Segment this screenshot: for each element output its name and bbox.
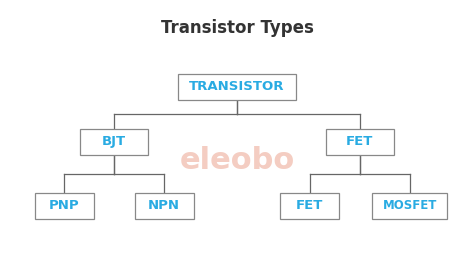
- Text: eleobo: eleobo: [179, 146, 295, 174]
- FancyBboxPatch shape: [178, 74, 296, 100]
- FancyBboxPatch shape: [326, 128, 394, 155]
- Text: FET: FET: [296, 199, 323, 212]
- FancyBboxPatch shape: [280, 193, 339, 219]
- Text: BJT: BJT: [102, 135, 126, 148]
- Text: TRANSISTOR: TRANSISTOR: [189, 80, 285, 93]
- FancyBboxPatch shape: [373, 193, 447, 219]
- FancyBboxPatch shape: [80, 128, 148, 155]
- FancyBboxPatch shape: [35, 193, 94, 219]
- FancyBboxPatch shape: [135, 193, 194, 219]
- Text: PNP: PNP: [49, 199, 80, 212]
- Text: Transistor Types: Transistor Types: [161, 19, 313, 37]
- Text: FET: FET: [346, 135, 374, 148]
- Text: NPN: NPN: [148, 199, 180, 212]
- Text: MOSFET: MOSFET: [383, 199, 437, 212]
